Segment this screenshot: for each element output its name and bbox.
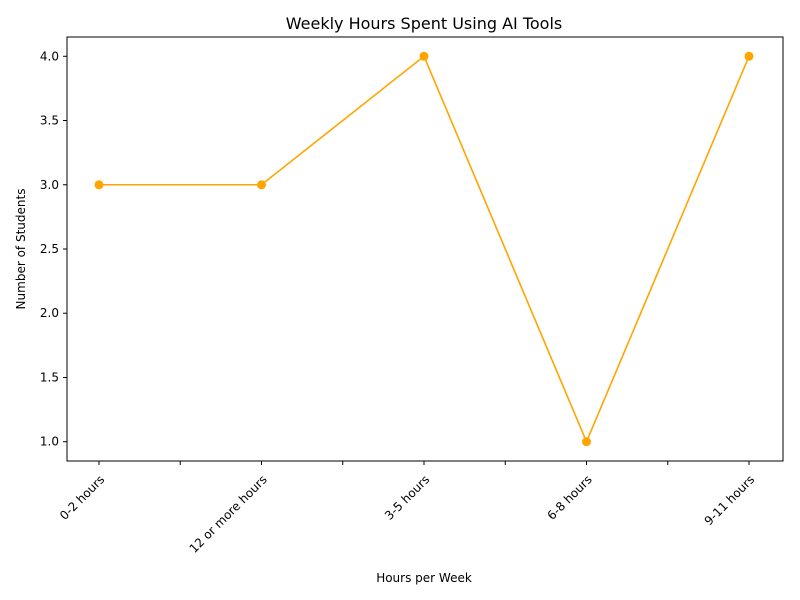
- x-tick-label-4: 9-11 hours: [702, 472, 758, 528]
- x-tick-label-1: 12 or more hours: [187, 472, 270, 555]
- y-tick-label-4: 3.0: [40, 178, 59, 192]
- plot-area: 1.0 1.5 2.0 2.5 3.0 3.5 4.0 0-2 hours 12 or more…: [40, 36, 784, 556]
- y-tick-label-1: 1.5: [40, 370, 59, 384]
- x-axis-label: Hours per Week: [376, 571, 472, 585]
- plot-frame: [66, 36, 784, 462]
- y-tick-label-5: 3.5: [40, 114, 59, 128]
- x-tick-label-2: 3-5 hours: [382, 472, 432, 522]
- series-line-0: [99, 54, 750, 444]
- x-tick-label-0: 0-2 hours: [57, 472, 107, 522]
- data-point-0-4: [744, 51, 754, 61]
- data-point-0-0: [94, 180, 104, 190]
- y-tick-label-2: 2.0: [40, 306, 59, 320]
- y-tick-label-0: 1.0: [40, 435, 59, 449]
- data-point-0-3: [582, 437, 591, 447]
- y-axis-label: Number of Students: [14, 189, 28, 310]
- chart-title: Weekly Hours Spent Using AI Tools: [286, 14, 563, 33]
- y-tick-label-3: 2.5: [40, 242, 59, 256]
- data-point-0-2: [419, 51, 429, 61]
- x-tick-label-3: 6-8 hours: [545, 472, 595, 522]
- data-point-0-1: [257, 180, 266, 190]
- y-tick-label-6: 4.0: [40, 49, 59, 63]
